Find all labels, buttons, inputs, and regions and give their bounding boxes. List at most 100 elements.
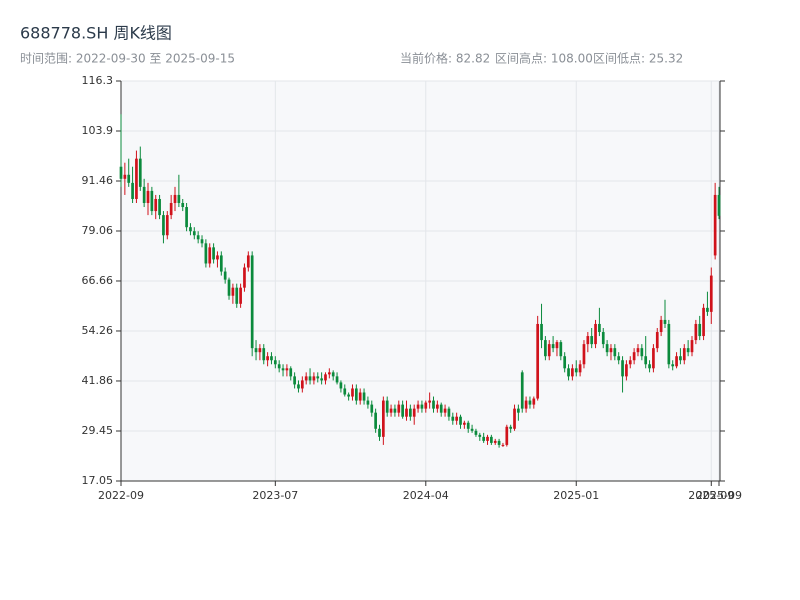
x-tick-label: 2025-09 bbox=[688, 489, 734, 502]
candle-body bbox=[131, 182, 134, 199]
candle-body bbox=[578, 364, 582, 373]
candle-body bbox=[690, 340, 694, 353]
candle-body bbox=[706, 307, 709, 312]
candle-body bbox=[216, 255, 219, 260]
candle-body bbox=[667, 323, 671, 365]
y-tick-label: 29.45 bbox=[82, 424, 114, 437]
candle-body bbox=[273, 360, 277, 365]
candle-body bbox=[354, 388, 358, 401]
x-tick-label: 2024-04 bbox=[403, 489, 449, 502]
candle-body bbox=[397, 404, 401, 413]
candle-body bbox=[239, 287, 242, 304]
candle-body bbox=[293, 376, 296, 385]
x-tick-label: 2025-01 bbox=[553, 489, 599, 502]
candle-body bbox=[254, 348, 258, 353]
candle-body bbox=[158, 198, 161, 216]
candle-body bbox=[385, 400, 389, 413]
candle-body bbox=[601, 332, 605, 345]
candle-body bbox=[235, 287, 239, 304]
candle-body bbox=[227, 279, 231, 296]
candle-body bbox=[300, 380, 304, 389]
candle-body bbox=[165, 215, 169, 236]
candle-body bbox=[555, 342, 559, 349]
y-tick-label: 103.9 bbox=[82, 124, 114, 137]
candle-body bbox=[598, 323, 601, 333]
candle-body bbox=[208, 247, 212, 264]
candle-body bbox=[528, 400, 532, 405]
candle-body bbox=[451, 416, 455, 421]
y-tick-label: 54.26 bbox=[82, 324, 114, 337]
candle-body bbox=[304, 376, 308, 381]
candle-body bbox=[571, 368, 574, 377]
candle-body bbox=[324, 374, 327, 381]
candle-body bbox=[374, 412, 377, 429]
candle-body bbox=[621, 360, 624, 377]
candle-body bbox=[559, 342, 563, 357]
candle-body bbox=[659, 319, 663, 333]
candle-body bbox=[169, 203, 173, 216]
candle-body bbox=[544, 340, 547, 357]
candle-body bbox=[420, 404, 424, 409]
candle-body bbox=[493, 440, 497, 443]
candle-body bbox=[270, 356, 273, 361]
candle-body bbox=[351, 388, 354, 397]
candle-body bbox=[648, 364, 651, 369]
candle-body bbox=[536, 323, 540, 399]
candle-body bbox=[192, 231, 196, 236]
candle-body bbox=[231, 287, 235, 296]
candle-body bbox=[424, 402, 428, 409]
candle-body bbox=[455, 416, 459, 421]
candle-body bbox=[694, 323, 698, 341]
candle-body bbox=[150, 190, 154, 212]
candle-body bbox=[370, 404, 374, 413]
candle-body bbox=[223, 271, 227, 280]
candle-body bbox=[401, 404, 404, 417]
candle-body bbox=[486, 436, 489, 441]
y-tick-label: 79.06 bbox=[82, 224, 114, 237]
candle-body bbox=[490, 436, 493, 443]
candle-body bbox=[675, 356, 678, 367]
candle-body bbox=[463, 422, 466, 425]
candle-body bbox=[594, 323, 597, 345]
candle-body bbox=[308, 376, 312, 381]
candle-body bbox=[682, 348, 686, 361]
candle-body bbox=[177, 194, 181, 204]
candle-body bbox=[501, 444, 505, 446]
candle-body bbox=[663, 319, 667, 324]
candle-body bbox=[609, 348, 613, 353]
x-tick-label: 2025-09 bbox=[696, 489, 742, 502]
candle-body bbox=[605, 344, 609, 353]
candle-body bbox=[204, 243, 208, 264]
candle-body bbox=[547, 344, 551, 357]
candle-body bbox=[119, 166, 123, 179]
candle-body bbox=[532, 398, 536, 405]
candle-body bbox=[590, 336, 594, 345]
candle-body bbox=[551, 344, 555, 349]
stat: 当前价格: 82.82 bbox=[400, 51, 490, 66]
candle-body bbox=[613, 348, 617, 357]
candle-body bbox=[185, 207, 188, 228]
candle-body bbox=[443, 408, 447, 413]
candle-body bbox=[127, 174, 131, 183]
candle-body bbox=[652, 348, 655, 369]
candle-body bbox=[266, 356, 269, 361]
y-tick-label: 17.05 bbox=[82, 474, 114, 487]
candle-body bbox=[713, 194, 717, 256]
candle-body bbox=[702, 307, 705, 337]
candle-body bbox=[212, 247, 215, 260]
candle-body bbox=[709, 275, 713, 312]
candle-body bbox=[246, 255, 250, 268]
y-tick-label: 66.66 bbox=[82, 274, 114, 287]
candle-body bbox=[219, 255, 223, 272]
y-tick-label: 116.3 bbox=[82, 74, 114, 87]
candle-body bbox=[517, 408, 520, 413]
candle-body bbox=[339, 382, 343, 389]
y-tick-label: 41.86 bbox=[82, 374, 114, 387]
candle-body bbox=[509, 426, 513, 429]
candle-body bbox=[439, 404, 443, 413]
y-tick-label: 91.46 bbox=[82, 174, 114, 187]
candle-body bbox=[327, 372, 331, 375]
candle-body bbox=[154, 198, 158, 212]
